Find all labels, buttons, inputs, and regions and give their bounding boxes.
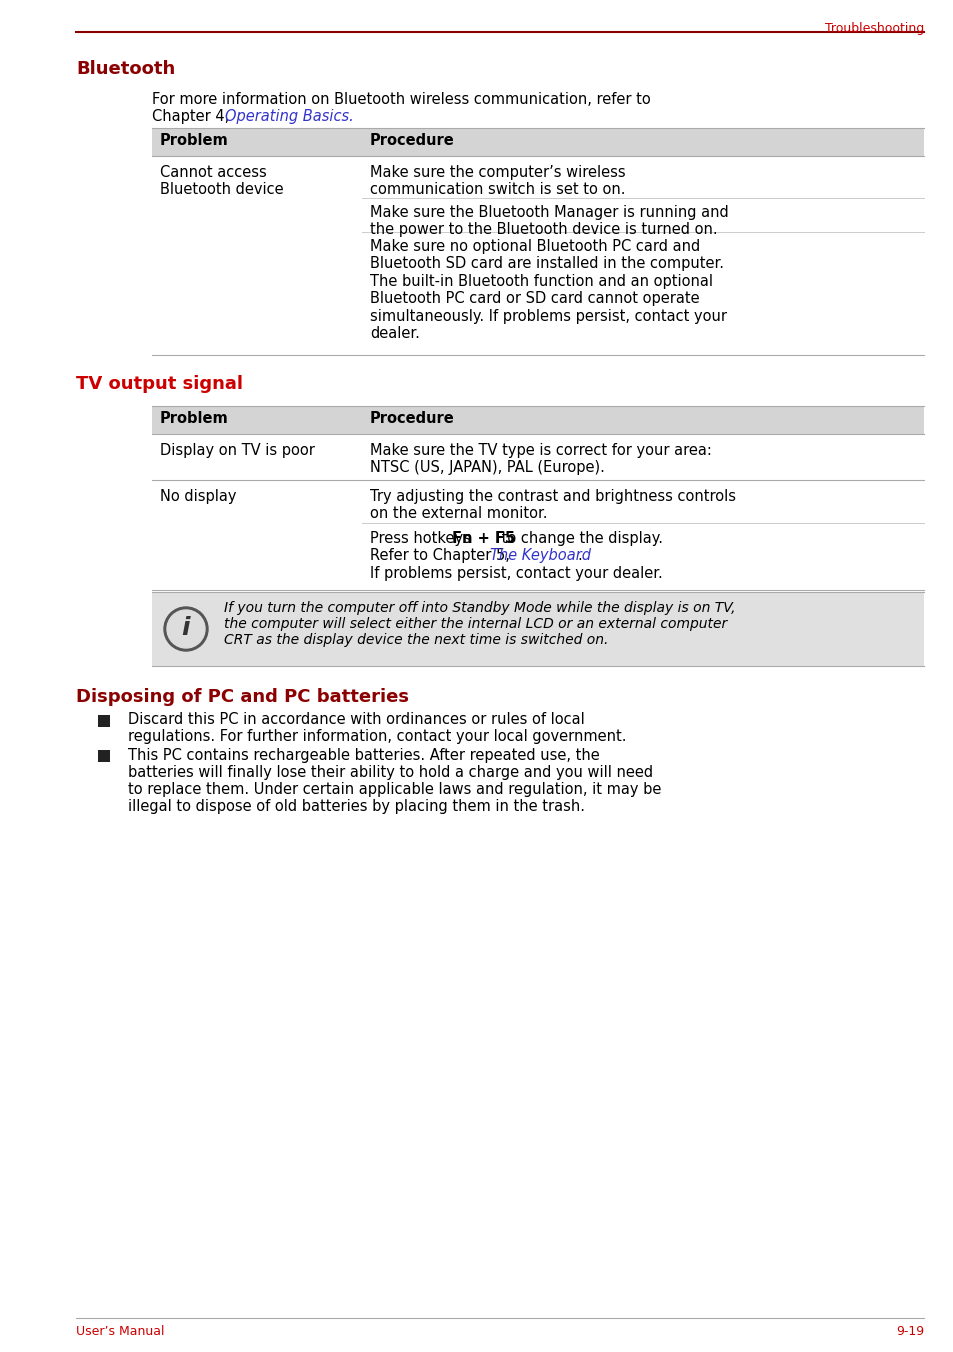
Text: illegal to dispose of old batteries by placing them in the trash.: illegal to dispose of old batteries by p… bbox=[128, 799, 584, 814]
Text: If problems persist, contact your dealer.: If problems persist, contact your dealer… bbox=[370, 566, 662, 581]
Bar bbox=[98, 715, 110, 727]
Circle shape bbox=[164, 607, 208, 652]
Text: Operating Basics.: Operating Basics. bbox=[225, 110, 354, 124]
Text: Bluetooth: Bluetooth bbox=[76, 59, 175, 78]
Text: Procedure: Procedure bbox=[370, 411, 455, 426]
Text: Disposing of PC and PC batteries: Disposing of PC and PC batteries bbox=[76, 688, 409, 706]
Text: .: . bbox=[577, 548, 581, 562]
Text: regulations. For further information, contact your local government.: regulations. For further information, co… bbox=[128, 729, 626, 744]
Text: Troubleshooting: Troubleshooting bbox=[824, 22, 923, 35]
Text: Make sure no optional Bluetooth PC card and
Bluetooth SD card are installed in t: Make sure no optional Bluetooth PC card … bbox=[370, 239, 726, 341]
Text: Problem: Problem bbox=[160, 411, 229, 426]
Text: Make sure the TV type is correct for your area:
NTSC (US, JAPAN), PAL (Europe).: Make sure the TV type is correct for you… bbox=[370, 443, 711, 476]
Text: 9-19: 9-19 bbox=[895, 1325, 923, 1338]
Text: Make sure the Bluetooth Manager is running and
the power to the Bluetooth device: Make sure the Bluetooth Manager is runni… bbox=[370, 206, 728, 238]
Bar bbox=[152, 592, 923, 667]
Text: Procedure: Procedure bbox=[370, 132, 455, 147]
Text: Chapter 4,: Chapter 4, bbox=[152, 110, 233, 124]
Text: Discard this PC in accordance with ordinances or rules of local: Discard this PC in accordance with ordin… bbox=[128, 713, 584, 727]
Text: batteries will finally lose their ability to hold a charge and you will need: batteries will finally lose their abilit… bbox=[128, 765, 653, 780]
Text: Try adjusting the contrast and brightness controls
on the external monitor.: Try adjusting the contrast and brightnes… bbox=[370, 489, 735, 522]
Text: The Keyboard: The Keyboard bbox=[490, 548, 590, 562]
Bar bbox=[98, 750, 110, 763]
Text: Cannot access
Bluetooth device: Cannot access Bluetooth device bbox=[160, 165, 283, 197]
Text: Display on TV is poor: Display on TV is poor bbox=[160, 443, 314, 458]
Circle shape bbox=[167, 610, 205, 648]
Text: Fn + F5: Fn + F5 bbox=[452, 531, 515, 546]
Text: to replace them. Under certain applicable laws and regulation, it may be: to replace them. Under certain applicabl… bbox=[128, 781, 660, 796]
Text: If you turn the computer off into Standby Mode while the display is on TV,
the c: If you turn the computer off into Standb… bbox=[224, 602, 735, 648]
Text: Refer to Chapter 5,: Refer to Chapter 5, bbox=[370, 548, 514, 562]
Text: No display: No display bbox=[160, 489, 236, 504]
Text: Press hotkeys: Press hotkeys bbox=[370, 531, 475, 546]
Text: TV output signal: TV output signal bbox=[76, 375, 243, 393]
Text: Make sure the computer’s wireless
communication switch is set to on.: Make sure the computer’s wireless commun… bbox=[370, 165, 625, 197]
Text: User’s Manual: User’s Manual bbox=[76, 1325, 164, 1338]
Text: i: i bbox=[181, 617, 190, 639]
Text: Problem: Problem bbox=[160, 132, 229, 147]
Bar bbox=[152, 128, 923, 155]
Text: to change the display.: to change the display. bbox=[497, 531, 662, 546]
Text: For more information on Bluetooth wireless communication, refer to: For more information on Bluetooth wirele… bbox=[152, 92, 650, 107]
Text: This PC contains rechargeable batteries. After repeated use, the: This PC contains rechargeable batteries.… bbox=[128, 748, 599, 763]
Bar bbox=[152, 406, 923, 434]
